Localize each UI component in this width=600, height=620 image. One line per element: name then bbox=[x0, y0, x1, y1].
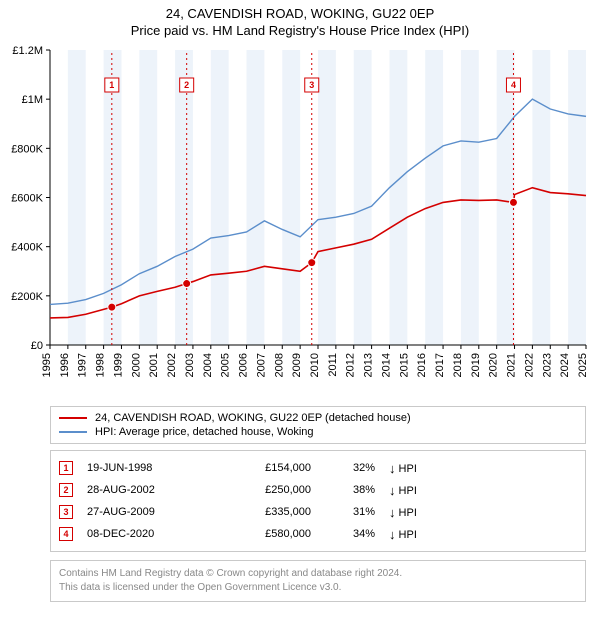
sale-pct: 31% bbox=[325, 506, 375, 518]
sale-marker: 4 bbox=[59, 527, 73, 541]
svg-text:1996: 1996 bbox=[59, 353, 71, 377]
svg-text:2025: 2025 bbox=[577, 353, 589, 377]
sale-date: 27-AUG-2009 bbox=[87, 506, 207, 518]
svg-text:£800K: £800K bbox=[11, 143, 43, 155]
svg-text:£200K: £200K bbox=[11, 291, 43, 303]
svg-text:2020: 2020 bbox=[488, 353, 500, 377]
price-chart: £0 £200K £400K £600K £800K £1M £1.2M 1995 1996 19… bbox=[0, 40, 600, 400]
svg-text:2010: 2010 bbox=[309, 353, 321, 377]
svg-text:2023: 2023 bbox=[541, 353, 553, 377]
sale-vs-hpi: ↓ HPI bbox=[389, 483, 439, 497]
sale-marker: 3 bbox=[59, 505, 73, 519]
svg-text:2001: 2001 bbox=[148, 353, 160, 377]
svg-text:£0: £0 bbox=[31, 340, 43, 352]
svg-text:2014: 2014 bbox=[380, 353, 392, 377]
svg-text:2011: 2011 bbox=[327, 353, 339, 377]
svg-text:4: 4 bbox=[511, 80, 516, 90]
sale-pct: 32% bbox=[325, 462, 375, 474]
svg-text:2021: 2021 bbox=[506, 353, 518, 377]
legend-label: HPI: Average price, detached house, Woki… bbox=[95, 426, 314, 438]
svg-text:3: 3 bbox=[309, 80, 314, 90]
legend-item: HPI: Average price, detached house, Woki… bbox=[59, 425, 577, 439]
sale-row: 4 08-DEC-2020 £580,000 34% ↓ HPI bbox=[59, 523, 577, 545]
sale-marker: 1 bbox=[59, 461, 73, 475]
sale-vs-hpi: ↓ HPI bbox=[389, 505, 439, 519]
svg-text:2019: 2019 bbox=[470, 353, 482, 377]
arrow-down-icon: ↓ bbox=[389, 484, 396, 497]
arrow-down-icon: ↓ bbox=[389, 506, 396, 519]
svg-text:£1M: £1M bbox=[22, 94, 43, 106]
svg-text:2022: 2022 bbox=[523, 353, 535, 377]
svg-text:2009: 2009 bbox=[291, 353, 303, 377]
svg-text:2012: 2012 bbox=[345, 353, 357, 377]
svg-text:2005: 2005 bbox=[220, 353, 232, 377]
svg-text:1995: 1995 bbox=[41, 353, 53, 377]
arrow-down-icon: ↓ bbox=[389, 528, 396, 541]
svg-text:2: 2 bbox=[184, 80, 189, 90]
legend: 24, CAVENDISH ROAD, WOKING, GU22 0EP (de… bbox=[50, 406, 586, 444]
arrow-down-icon: ↓ bbox=[389, 462, 396, 475]
svg-text:2003: 2003 bbox=[184, 353, 196, 377]
legend-swatch bbox=[59, 417, 87, 419]
svg-text:2016: 2016 bbox=[416, 353, 428, 377]
sale-price: £580,000 bbox=[221, 528, 311, 540]
legend-swatch bbox=[59, 431, 87, 433]
sale-price: £335,000 bbox=[221, 506, 311, 518]
svg-text:2015: 2015 bbox=[398, 353, 410, 377]
svg-text:2006: 2006 bbox=[238, 353, 250, 377]
sale-date: 28-AUG-2002 bbox=[87, 484, 207, 496]
svg-text:2008: 2008 bbox=[273, 353, 285, 377]
sale-date: 08-DEC-2020 bbox=[87, 528, 207, 540]
title-subtitle: Price paid vs. HM Land Registry's House … bbox=[0, 23, 600, 38]
sales-table: 1 19-JUN-1998 £154,000 32% ↓ HPI 2 28-AUG-2002… bbox=[50, 450, 586, 552]
legend-item: 24, CAVENDISH ROAD, WOKING, GU22 0EP (de… bbox=[59, 411, 577, 425]
attribution-footer: Contains HM Land Registry data © Crown c… bbox=[50, 560, 586, 602]
sale-vs-hpi: ↓ HPI bbox=[389, 527, 439, 541]
sale-pct: 34% bbox=[325, 528, 375, 540]
svg-text:2013: 2013 bbox=[363, 353, 375, 377]
svg-text:1: 1 bbox=[109, 80, 114, 90]
svg-text:2004: 2004 bbox=[202, 353, 214, 377]
svg-text:2017: 2017 bbox=[434, 353, 446, 377]
sale-price: £154,000 bbox=[221, 462, 311, 474]
svg-text:£400K: £400K bbox=[11, 242, 43, 254]
title-address: 24, CAVENDISH ROAD, WOKING, GU22 0EP bbox=[0, 6, 600, 21]
svg-text:1998: 1998 bbox=[95, 353, 107, 377]
sale-vs-hpi: ↓ HPI bbox=[389, 461, 439, 475]
svg-text:2000: 2000 bbox=[130, 353, 142, 377]
legend-label: 24, CAVENDISH ROAD, WOKING, GU22 0EP (de… bbox=[95, 412, 411, 424]
svg-text:£1.2M: £1.2M bbox=[12, 45, 43, 57]
sale-marker: 2 bbox=[59, 483, 73, 497]
footer-line: Contains HM Land Registry data © Crown c… bbox=[59, 567, 577, 581]
sale-pct: 38% bbox=[325, 484, 375, 496]
footer-line: This data is licensed under the Open Gov… bbox=[59, 581, 577, 595]
sale-row: 2 28-AUG-2002 £250,000 38% ↓ HPI bbox=[59, 479, 577, 501]
svg-text:1999: 1999 bbox=[112, 353, 124, 377]
svg-text:2002: 2002 bbox=[166, 353, 178, 377]
sale-price: £250,000 bbox=[221, 484, 311, 496]
svg-text:1997: 1997 bbox=[77, 353, 89, 377]
sale-date: 19-JUN-1998 bbox=[87, 462, 207, 474]
sale-row: 3 27-AUG-2009 £335,000 31% ↓ HPI bbox=[59, 501, 577, 523]
svg-text:2024: 2024 bbox=[559, 353, 571, 377]
svg-text:£600K: £600K bbox=[11, 193, 43, 205]
sale-row: 1 19-JUN-1998 £154,000 32% ↓ HPI bbox=[59, 457, 577, 479]
svg-text:2007: 2007 bbox=[255, 353, 267, 377]
svg-text:2018: 2018 bbox=[452, 353, 464, 377]
